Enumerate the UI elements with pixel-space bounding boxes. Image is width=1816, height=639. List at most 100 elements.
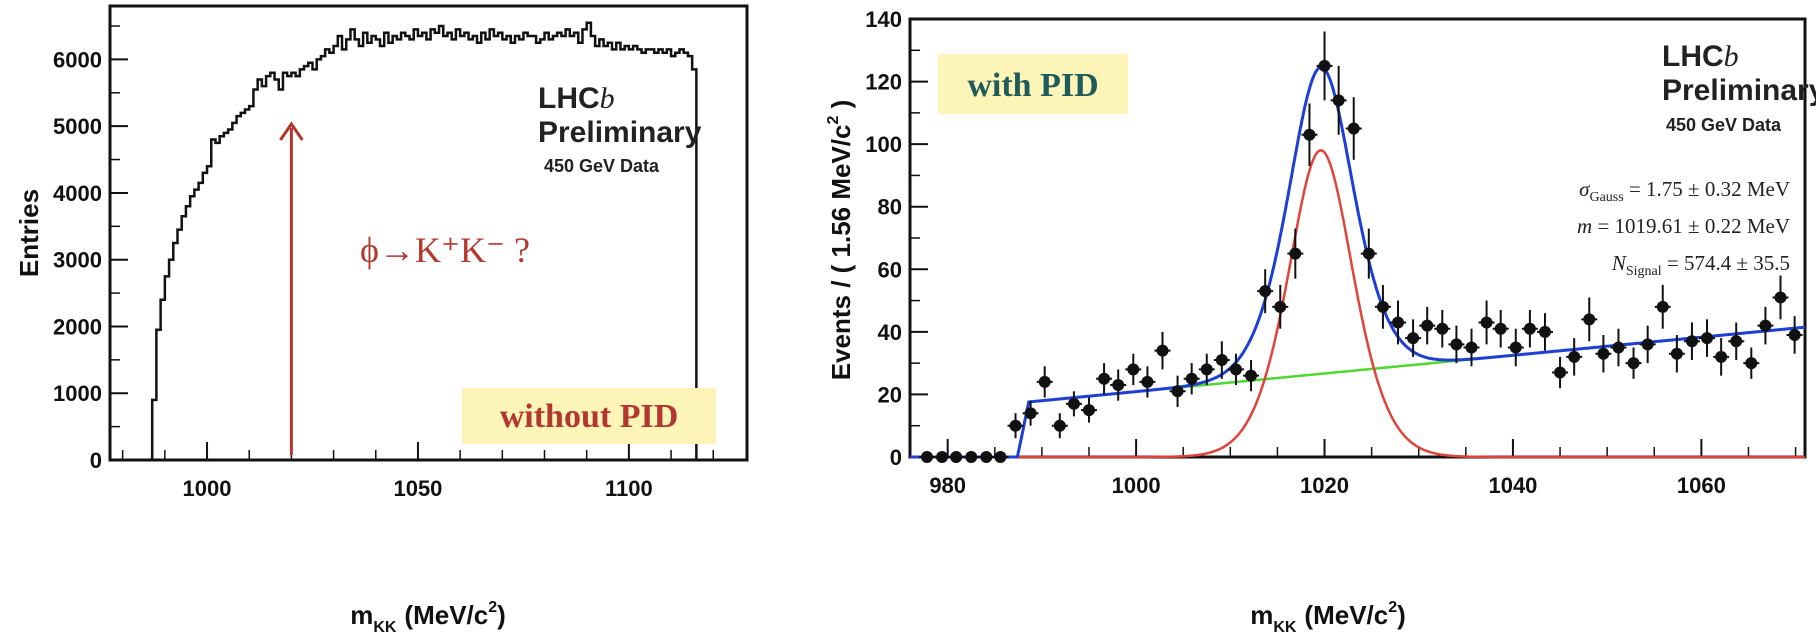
data-point: [948, 451, 965, 463]
data-point: [934, 451, 951, 463]
point-marker: [1450, 338, 1463, 351]
data-point: [1096, 363, 1113, 395]
y-tick-label: 0: [890, 445, 902, 470]
point-marker: [1685, 335, 1698, 348]
data-point: [1345, 97, 1362, 160]
right-y-ticks: 0 20 40 60 80 100 120 140: [865, 7, 928, 470]
data-point: [963, 451, 980, 463]
data-point: [1125, 353, 1142, 386]
point-marker: [1318, 59, 1331, 72]
point-marker: [1215, 354, 1228, 367]
point-marker: [1289, 247, 1302, 260]
data-point: [1272, 284, 1289, 329]
point-marker: [1347, 122, 1360, 135]
fit-value: = 1019.61 ± 0.22 MeV: [1592, 214, 1790, 238]
point-marker: [1715, 350, 1728, 363]
point-marker: [1759, 319, 1772, 332]
lhcb-italic-b: b: [600, 82, 615, 115]
y-tick-label: 2000: [53, 314, 102, 339]
data-point: [1536, 313, 1553, 351]
point-marker: [1627, 357, 1640, 370]
point-marker: [1554, 366, 1567, 379]
x-tick-label: 980: [929, 473, 966, 498]
data-point: [1492, 309, 1509, 348]
data-point: [1051, 413, 1068, 439]
point-marker: [1701, 332, 1714, 345]
data-point: [1081, 397, 1097, 423]
point-marker: [1612, 341, 1625, 354]
right-x-ticks: 980 1000 1020 1040 1060: [929, 439, 1797, 498]
fit-value: = 1.75 ± 0.32 MeV: [1624, 177, 1790, 201]
right-x-axis-label: mKK (MeV/c2): [1250, 599, 1406, 636]
point-marker: [1509, 341, 1522, 354]
data-point: [1374, 284, 1391, 329]
data-point: [1287, 228, 1304, 279]
fit-subscript: Signal: [1626, 264, 1662, 279]
x-tick-label: 1040: [1488, 473, 1537, 498]
fit-parameter-line: σGauss = 1.75 ± 0.32 MeV: [1579, 177, 1790, 205]
svg-text:LHCb: LHCb: [538, 82, 615, 115]
x-tick-label: 1050: [393, 476, 442, 501]
data-point: [1139, 366, 1156, 398]
data-point: [1625, 347, 1642, 379]
histogram-line: [150, 21, 698, 460]
lhcb-italic-b: b: [1724, 40, 1739, 73]
right-y-axis-label: Events / ( 1.56 MeV/c2 ): [825, 100, 856, 381]
point-marker: [1038, 375, 1051, 388]
data-point: [1713, 338, 1730, 376]
point-marker: [1098, 372, 1111, 385]
point-marker: [1303, 128, 1316, 141]
point-marker: [1141, 375, 1154, 388]
y-tick-label: 80: [878, 195, 902, 220]
point-marker: [1362, 247, 1375, 260]
signal-fit-curve: [910, 149, 1805, 459]
point-marker: [1480, 316, 1493, 329]
y-tick-label: 20: [878, 382, 902, 407]
y-tick-label: 60: [878, 257, 902, 282]
data-point: [1521, 309, 1538, 348]
point-marker: [1745, 357, 1758, 370]
y-tick-label: 4000: [53, 181, 102, 206]
data-point: [1552, 356, 1569, 389]
data-point: [1654, 284, 1671, 329]
point-marker: [1156, 344, 1169, 357]
y-tick-label: 1000: [53, 381, 102, 406]
data-point: [1257, 269, 1274, 314]
badge-background: [462, 388, 716, 444]
data-point: [1478, 300, 1495, 345]
data-point: [1772, 275, 1789, 320]
y-tick-label: 6000: [53, 47, 102, 72]
data-point: [992, 451, 1009, 463]
point-marker: [1185, 372, 1198, 385]
without-pid-badge: without PID: [500, 398, 679, 435]
point-marker: [1597, 347, 1610, 360]
point-marker: [980, 451, 993, 463]
data-point: [1728, 322, 1745, 361]
data-point: [978, 451, 995, 463]
lhcb-text: LHC: [1662, 40, 1724, 73]
data-point: [1610, 328, 1627, 367]
x-tick-label: 1000: [183, 476, 232, 501]
y-tick-label: 100: [865, 132, 902, 157]
point-marker: [1641, 338, 1654, 351]
data-point: [1463, 328, 1480, 367]
point-marker: [1259, 285, 1272, 298]
point-marker: [1067, 397, 1080, 410]
data-point: [1330, 65, 1347, 135]
x-tick-label: 1100: [605, 476, 653, 501]
fit-parameter-line: m = 1019.61 ± 0.22 MeV: [1577, 214, 1790, 238]
left-y-ticks: 0 1000 2000 3000 4000 5000 6000: [53, 25, 128, 473]
point-marker: [1774, 291, 1787, 304]
lhcb-text: LHC: [538, 82, 600, 115]
point-marker: [1670, 347, 1683, 360]
data-point: [1639, 325, 1656, 364]
data-point: [1213, 341, 1230, 379]
point-marker: [1436, 322, 1449, 335]
point-marker: [950, 451, 963, 463]
point-marker: [1538, 325, 1551, 338]
y-tick-label: 5000: [53, 114, 102, 139]
fit-value: = 574.4 ± 35.5: [1662, 251, 1790, 275]
data-point: [1227, 353, 1244, 386]
y-tick-label: 120: [865, 70, 902, 95]
